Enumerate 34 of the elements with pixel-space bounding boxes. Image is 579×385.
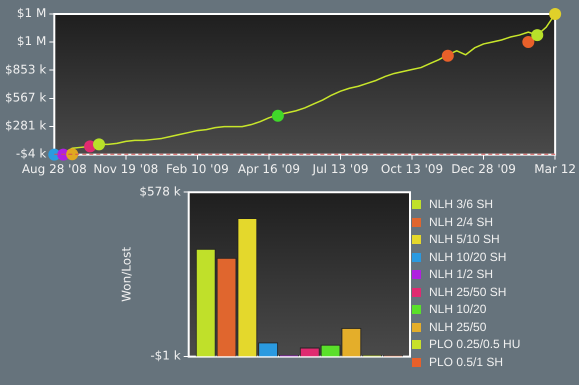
y-axis-title: Won/Lost [119, 246, 134, 302]
legend-label: NLH 2/4 SH [429, 214, 494, 228]
point [66, 148, 78, 160]
point [522, 36, 534, 48]
legend-label: NLH 10/20 SH [429, 250, 506, 264]
x-tick-label: Mar 12 [534, 162, 576, 176]
y-tick-label: $1 M [16, 34, 46, 48]
x-tick-label: Nov 19 '08 [93, 162, 158, 176]
legend-label: NLH 3/6 SH [429, 197, 494, 211]
y-tick-label: -$4 k [16, 146, 46, 161]
point [272, 110, 284, 122]
x-tick-label: Aug 28 '08 [22, 162, 87, 176]
legend-label: NLH 25/50 [429, 320, 486, 334]
legend-label: NLH 1/2 SH [429, 267, 494, 281]
point [549, 8, 562, 20]
legend-label: NLH 10/20 [429, 302, 486, 316]
y-tick-label: -$1 k [150, 348, 181, 363]
x-tick-label: Feb 10 '09 [166, 162, 229, 176]
y-tick-label: $578 k [139, 184, 181, 198]
legend-label: PLO 0.25/0.5 HU [429, 337, 520, 351]
x-tick-label: Dec 28 '09 [451, 162, 516, 176]
legend-label: NLH 5/10 SH [429, 232, 500, 246]
legend-label: NLH 25/50 SH [429, 284, 506, 298]
point [93, 138, 106, 150]
x-tick-label: Apr 16 '09 [238, 162, 300, 176]
point [442, 50, 454, 62]
x-tick-label: Jul 13 '09 [312, 162, 368, 176]
y-tick-label: $1 M [16, 6, 46, 20]
point [531, 29, 544, 42]
x-tick-label: Oct 13 '09 [380, 162, 444, 176]
legend-label: PLO 0.5/1 SH [429, 354, 504, 368]
y-tick-label: $281 k [4, 118, 46, 133]
y-tick-label: $853 k [4, 62, 46, 76]
y-tick-label: $567 k [4, 90, 46, 105]
